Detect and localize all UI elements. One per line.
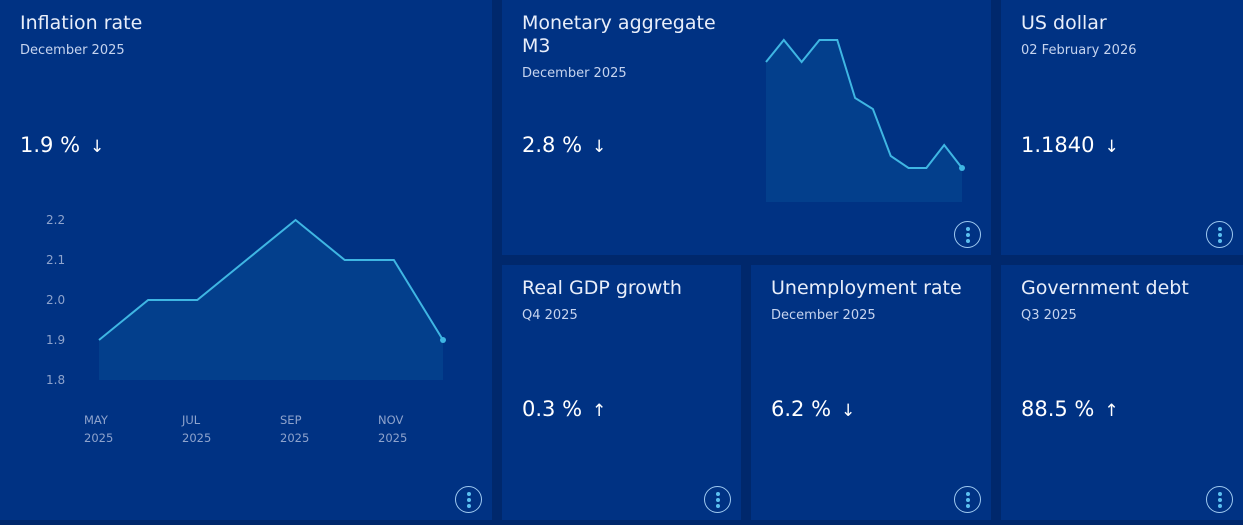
value-text: 0.3 % — [522, 397, 583, 421]
x-tick-month: NOV — [378, 413, 403, 427]
m3-area — [766, 40, 962, 202]
tile-value: 1.9 % ↓ — [20, 133, 104, 157]
tile-title: Unemployment rate — [771, 277, 962, 299]
arrow-down-icon: ↓ — [592, 137, 607, 157]
x-tick-year: 2025 — [84, 431, 113, 445]
x-tick-year: 2025 — [378, 431, 407, 445]
tile-date: Q3 2025 — [1021, 308, 1077, 323]
more-options-button[interactable] — [954, 486, 981, 513]
tile-monetary-aggregate-m3: Monetary aggregate M3 December 2025 2.8 … — [502, 0, 991, 255]
tile-date: Q4 2025 — [522, 308, 578, 323]
tile-date: December 2025 — [771, 308, 876, 323]
value-text: 6.2 % — [771, 397, 832, 421]
tile-value: 0.3 % ↑ — [522, 397, 606, 421]
inflation-line — [98, 218, 444, 341]
tile-us-dollar: US dollar 02 February 2026 1.1840 ↓ — [1001, 0, 1243, 255]
x-tick-month: JUL — [181, 413, 201, 427]
tile-title: US dollar — [1021, 12, 1107, 34]
y-tick-label: 2.1 — [46, 253, 65, 267]
more-options-button[interactable] — [455, 486, 482, 513]
tile-government-debt: Government debt Q3 2025 88.5 % ↑ — [1001, 265, 1243, 520]
more-options-button[interactable] — [1206, 486, 1233, 513]
arrow-up-icon: ↑ — [1104, 401, 1119, 421]
m3-point — [959, 165, 965, 171]
tile-value: 2.8 % ↓ — [522, 133, 606, 157]
tile-real-gdp-growth: Real GDP growth Q4 2025 0.3 % ↑ — [502, 265, 741, 520]
arrow-down-icon: ↓ — [841, 401, 856, 421]
tile-unemployment-rate: Unemployment rate December 2025 6.2 % ↓ — [751, 265, 991, 520]
arrow-down-icon: ↓ — [1104, 137, 1119, 157]
more-options-button[interactable] — [704, 486, 731, 513]
tile-value: 6.2 % ↓ — [771, 397, 855, 421]
tile-date: 02 February 2026 — [1021, 43, 1137, 58]
value-text: 1.9 % — [20, 133, 81, 157]
tile-title: Monetary aggregate M3 — [522, 12, 716, 57]
y-tick-label: 1.9 — [46, 333, 65, 347]
tile-title: Government debt — [1021, 277, 1189, 299]
y-tick-label: 1.8 — [46, 373, 65, 387]
x-tick-year: 2025 — [182, 431, 211, 445]
more-options-button[interactable] — [1206, 221, 1233, 248]
value-text: 1.1840 — [1021, 133, 1095, 157]
y-tick-label: 2.0 — [46, 293, 65, 307]
m3-sparkline — [765, 38, 965, 202]
inflation-chart: 2.2 2.1 2.0 1.9 1.8 MAY 2025 JUL 2025 SEP 2025 NOV 2… — [46, 213, 446, 445]
x-tick-year: 2025 — [280, 431, 309, 445]
tile-value: 1.1840 ↓ — [1021, 133, 1119, 157]
value-text: 88.5 % — [1021, 397, 1095, 421]
y-tick-label: 2.2 — [46, 213, 65, 227]
tile-title: Inflation rate — [20, 12, 143, 34]
tile-date: December 2025 — [522, 66, 627, 81]
tile-inflation-rate: Inflation rate December 2025 1.9 % ↓ 2.2 2… — [0, 0, 492, 520]
tile-date: December 2025 — [20, 43, 125, 58]
tile-value: 88.5 % ↑ — [1021, 397, 1119, 421]
x-tick-month: MAY — [84, 413, 109, 427]
inflation-point — [440, 337, 446, 343]
arrow-up-icon: ↑ — [592, 401, 607, 421]
x-tick-month: SEP — [280, 413, 302, 427]
m3-line — [765, 38, 963, 169]
arrow-down-icon: ↓ — [90, 137, 105, 157]
more-options-button[interactable] — [954, 221, 981, 248]
value-text: 2.8 % — [522, 133, 583, 157]
tile-title: Real GDP growth — [522, 277, 682, 299]
